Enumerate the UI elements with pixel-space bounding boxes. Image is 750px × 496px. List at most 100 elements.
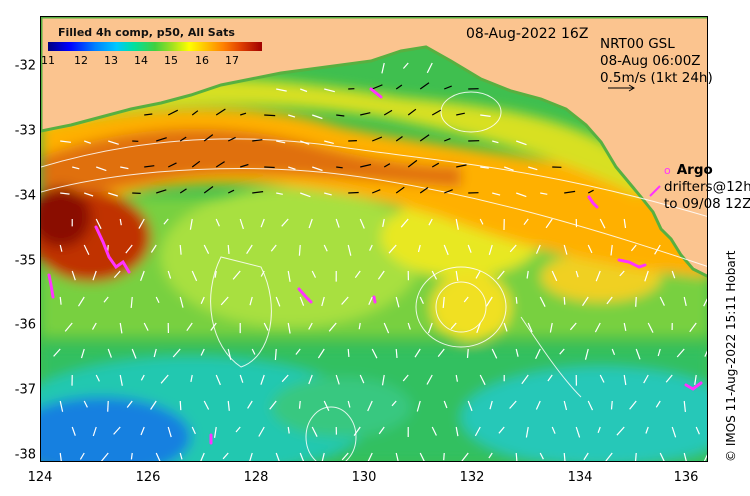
drifter-track — [684, 381, 703, 391]
current-vector — [516, 192, 527, 198]
current-vector — [214, 426, 217, 438]
current-vector — [113, 426, 121, 435]
current-vector — [563, 400, 568, 411]
current-vector — [492, 192, 501, 196]
current-vector — [479, 218, 484, 225]
current-vector — [444, 85, 452, 90]
current-vector — [407, 322, 411, 330]
current-vector — [563, 244, 568, 255]
current-vector — [360, 163, 372, 168]
current-vector — [597, 426, 601, 434]
current-vector — [634, 452, 637, 461]
current-vector — [359, 374, 365, 384]
current-vector — [324, 88, 335, 93]
current-vector — [167, 162, 177, 168]
current-vector — [80, 348, 85, 359]
current-vector — [527, 322, 533, 333]
current-vector — [610, 400, 613, 410]
current-vector — [443, 400, 448, 409]
current-vector — [215, 218, 220, 227]
current-vector — [189, 218, 193, 230]
y-tick-label: -32 — [14, 58, 36, 74]
drifter-track — [297, 287, 313, 304]
current-vector — [191, 110, 199, 116]
ssh-contours — [41, 91, 707, 461]
drifter-track — [617, 258, 647, 269]
current-vector — [321, 296, 325, 307]
current-vector — [419, 187, 429, 194]
current-vector — [191, 160, 201, 168]
current-vector — [308, 374, 313, 385]
current-vector — [140, 374, 145, 381]
drifter-track — [372, 295, 377, 304]
current-vector — [95, 218, 102, 230]
current-vector — [402, 374, 409, 382]
current-vector — [703, 454, 707, 461]
current-vector — [328, 322, 337, 332]
x-tick-label: 136 — [673, 470, 699, 485]
current-vector — [599, 374, 605, 383]
current-vector — [467, 244, 472, 253]
current-vector — [260, 270, 265, 277]
current-vector — [91, 322, 97, 330]
current-vector — [463, 296, 469, 303]
current-vector — [419, 452, 425, 461]
current-vector — [220, 296, 229, 306]
current-vector — [71, 270, 76, 281]
current-vector — [144, 165, 155, 168]
current-vector — [659, 296, 665, 306]
current-vector — [587, 189, 594, 194]
current-vector — [498, 426, 505, 434]
current-vector — [84, 140, 91, 144]
current-vector — [156, 189, 167, 194]
x-tick-label: 132 — [459, 470, 485, 485]
current-vector — [659, 452, 665, 461]
current-vector — [274, 348, 277, 361]
current-vector — [275, 452, 280, 461]
current-vector — [461, 452, 469, 461]
current-vector — [172, 348, 181, 358]
current-vector — [335, 374, 340, 385]
colorbar: Filled 4h comp, p50, All Sats 11 12 13 1… — [41, 26, 266, 68]
current-vector — [354, 270, 361, 279]
current-vector — [480, 114, 491, 117]
current-vector — [275, 296, 281, 307]
current-vector — [227, 189, 235, 194]
current-vector — [299, 452, 305, 461]
imos-credit: © IMOS 11-Aug-2022 15:11 Hobart — [724, 250, 738, 462]
current-vector — [581, 296, 589, 307]
current-vector — [414, 348, 421, 358]
current-vector — [456, 112, 465, 116]
current-vector — [215, 108, 226, 116]
current-vector — [509, 244, 517, 253]
current-vector — [515, 296, 518, 304]
current-vector — [92, 270, 97, 281]
current-vector — [525, 426, 529, 438]
current-vector — [200, 452, 205, 461]
current-vector — [416, 400, 421, 412]
currents-legend: NRT00 GSL 08-Aug 06:00Z 0.5m/s (1kt 24h) — [600, 36, 713, 87]
x-tick-label: 130 — [351, 470, 377, 485]
current-vector — [83, 400, 88, 408]
current-vector — [153, 348, 157, 358]
current-vector — [317, 348, 325, 359]
current-vector — [559, 348, 565, 355]
current-vector — [287, 426, 290, 434]
current-vector — [53, 348, 61, 357]
current-vector — [407, 108, 417, 116]
current-vector — [455, 374, 458, 382]
current-vector — [523, 218, 529, 226]
current-vector — [311, 270, 317, 278]
current-vector — [489, 400, 493, 410]
current-vector — [324, 192, 332, 196]
current-vector — [72, 166, 80, 170]
current-vector — [60, 192, 70, 195]
current-vector — [287, 270, 291, 282]
current-vector — [191, 426, 196, 435]
current-vector — [179, 296, 184, 308]
current-vector — [299, 296, 305, 306]
current-vector — [635, 348, 641, 360]
current-vector — [308, 218, 313, 229]
argo-legend-label: Argo — [676, 162, 713, 178]
current-vector — [383, 109, 393, 116]
